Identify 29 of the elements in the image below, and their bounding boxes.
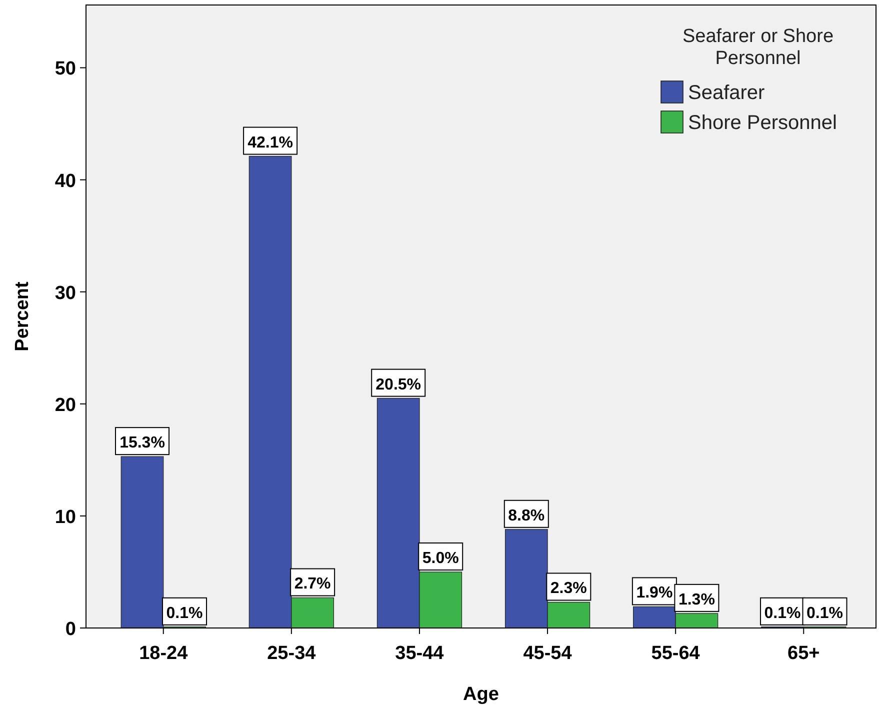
x-tick-label: 18-24 xyxy=(139,643,188,664)
data-label: 1.3% xyxy=(678,591,715,608)
data-label: 8.8% xyxy=(508,507,545,524)
data-label: 5.0% xyxy=(422,550,459,567)
legend-label: Seafarer xyxy=(688,82,766,104)
x-tick-label: 65+ xyxy=(788,643,820,664)
data-label: 15.3% xyxy=(120,434,165,452)
data-label: 1.9% xyxy=(636,584,673,602)
data-label: 0.1% xyxy=(806,604,843,622)
y-tick-label: 10 xyxy=(54,506,76,528)
y-axis-title: Percent xyxy=(12,280,33,352)
legend-label: Shore Personnel xyxy=(688,112,837,134)
data-label: 0.1% xyxy=(764,604,801,622)
y-tick-label: 0 xyxy=(65,619,76,640)
x-tick-label: 45-54 xyxy=(523,643,572,664)
x-tick-label: 55-64 xyxy=(651,643,700,664)
x-tick-label: 35-44 xyxy=(395,643,444,664)
data-label: 2.7% xyxy=(294,576,331,593)
data-label: 20.5% xyxy=(376,376,422,394)
legend-title: Seafarer or Shore Personnel xyxy=(682,26,834,69)
y-tick-label: 40 xyxy=(54,170,76,192)
data-label: 42.1% xyxy=(248,134,293,152)
x-axis-title: Age xyxy=(463,684,499,705)
y-tick-label: 30 xyxy=(54,282,76,304)
data-label: 0.1% xyxy=(166,604,203,622)
y-tick-label: 50 xyxy=(54,58,76,80)
data-label: 2.3% xyxy=(550,580,587,598)
x-tick-label: 25-34 xyxy=(267,643,316,664)
y-tick-label: 20 xyxy=(54,394,76,416)
